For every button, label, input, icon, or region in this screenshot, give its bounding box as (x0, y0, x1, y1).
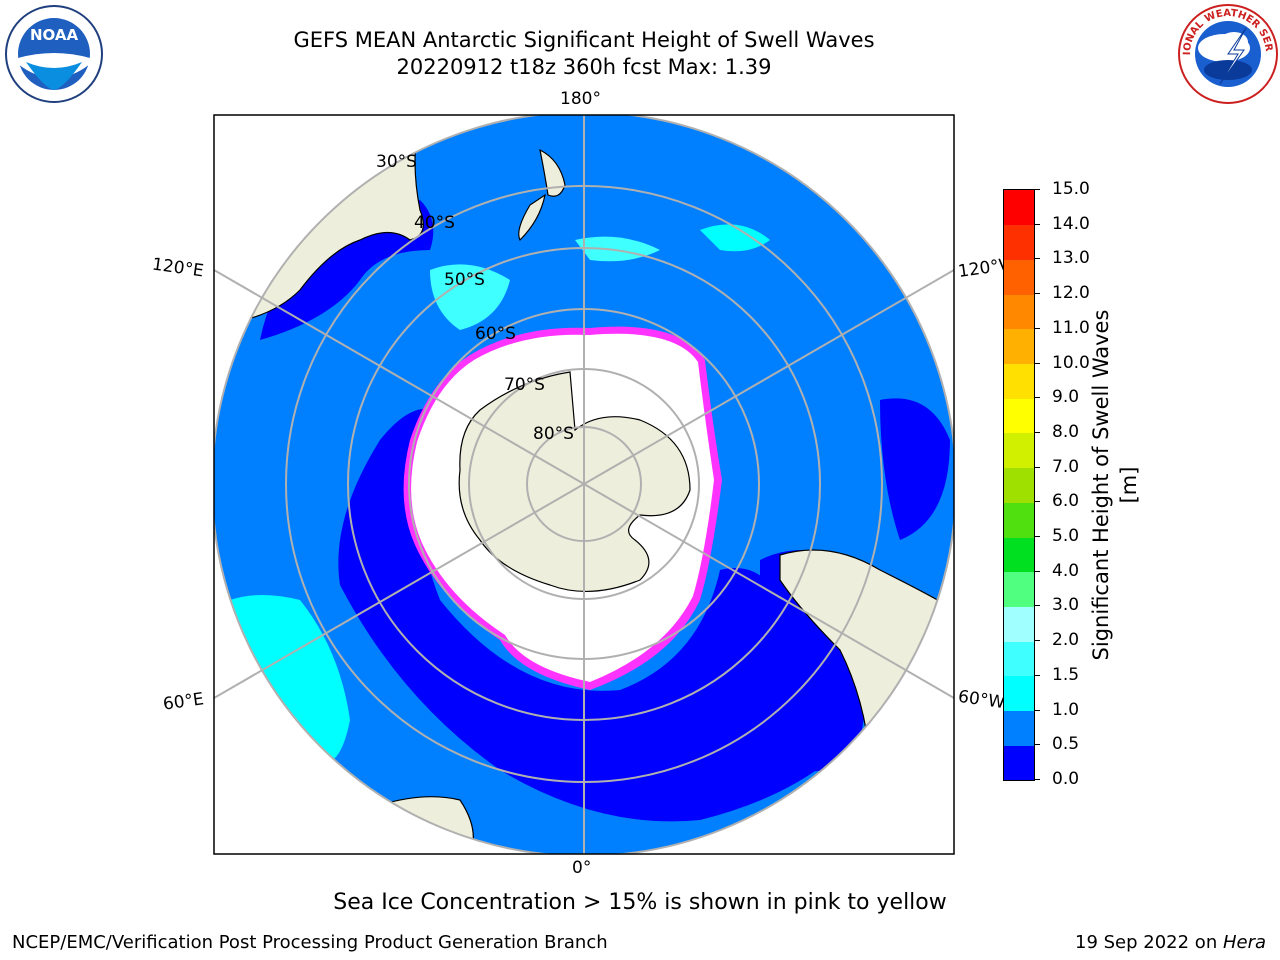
antarctica (458, 371, 691, 592)
lon-label-180: 180° (560, 89, 601, 109)
colorbar-band (1004, 432, 1034, 469)
colorbar-tick-label: 12.0 (1052, 283, 1090, 304)
colorbar-tick-mark (1034, 466, 1040, 468)
footer-credit: NCEP/EMC/Verification Post Processing Pr… (12, 932, 608, 953)
colorbar-band (1004, 745, 1034, 781)
colorbar-tick-label: 7.0 (1052, 456, 1080, 477)
national-weather-service-logo-icon: NATIONAL WEATHER SERVICE (1172, 0, 1280, 106)
colorbar-tick-label: 6.0 (1052, 491, 1080, 512)
colorbar-tick-label: 8.0 (1052, 421, 1080, 442)
lat-label-40s: 40°S (414, 213, 455, 233)
colorbar-band (1004, 363, 1034, 399)
svg-text:NOAA: NOAA (30, 26, 79, 44)
colorbar-band (1004, 606, 1034, 642)
colorbar-tick-mark (1034, 362, 1040, 364)
colorbar-tick-label: 4.0 (1052, 560, 1080, 581)
colorbar-band (1004, 537, 1034, 573)
colorbar-tick-mark (1034, 605, 1040, 607)
colorbar-tick-mark (1034, 189, 1040, 190)
footer-date: 19 Sep 2022 on Hera (1075, 932, 1266, 953)
colorbar-band (1004, 328, 1034, 365)
colorbar-tick-label: 0.5 (1052, 734, 1080, 755)
colorbar-tick-label: 1.0 (1052, 699, 1080, 720)
map-outside (214, 115, 954, 854)
moderate-swell-region (700, 224, 770, 252)
colorbar-tick-mark (1034, 744, 1040, 746)
colorbar-tick-mark (1034, 779, 1040, 780)
lat-label-30s: 30°S (376, 152, 417, 172)
colorbar-band (1004, 190, 1034, 226)
map-frame (213, 114, 955, 855)
chart-subtitle: 20220912 t18z 360h fcst Max: 1.39 (396, 55, 772, 79)
sea-ice-caption: Sea Ice Concentration > 15% is shown in … (333, 890, 947, 915)
colorbar-tick-label: 1.5 (1052, 664, 1080, 685)
colorbar-tick-mark (1034, 640, 1040, 642)
colorbar-band (1004, 294, 1034, 330)
colorbar-tick-mark (1034, 501, 1040, 503)
colorbar-band (1004, 641, 1034, 677)
lat-label-80s: 80°S (533, 424, 574, 444)
colorbar-tick-label: 3.0 (1052, 595, 1080, 616)
colorbar-band (1004, 467, 1034, 503)
lat-label-50s: 50°S (444, 270, 485, 290)
lon-label-0: 0° (572, 858, 592, 878)
colorbar-tick-mark (1034, 258, 1040, 260)
colorbar-tick-mark (1034, 397, 1040, 399)
colorbar-tick-label: 14.0 (1052, 213, 1090, 234)
colorbar-band (1004, 571, 1034, 607)
colorbar (1003, 189, 1035, 781)
colorbar-tick-mark (1034, 709, 1040, 711)
low-swell-region (880, 398, 950, 540)
lat-label-60s: 60°S (475, 324, 516, 344)
colorbar-tick-mark (1034, 674, 1040, 676)
colorbar-tick-label: 11.0 (1052, 317, 1090, 338)
colorbar-band (1004, 502, 1034, 538)
colorbar-band (1004, 710, 1034, 746)
noaa-logo-icon: NOAA (4, 4, 104, 104)
colorbar-tick-label: 15.0 (1052, 179, 1090, 199)
colorbar-band (1004, 675, 1034, 712)
colorbar-tick-label: 10.0 (1052, 352, 1090, 373)
colorbar-tick-label: 2.0 (1052, 630, 1080, 651)
colorbar-title: Significant Height of Swell Waves [m] (1089, 309, 1141, 661)
colorbar-band (1004, 224, 1034, 260)
colorbar-tick-label: 13.0 (1052, 248, 1090, 269)
graticule (214, 115, 954, 854)
chart-title: GEFS MEAN Antarctic Significant Height o… (293, 28, 875, 52)
colorbar-tick-mark (1034, 536, 1040, 538)
colorbar-band (1004, 398, 1034, 434)
colorbar-tick-mark (1034, 431, 1040, 433)
colorbar-tick-label: 9.0 (1052, 387, 1080, 408)
footer-host: Hera (1222, 932, 1266, 953)
low-swell-region (338, 408, 830, 822)
colorbar-tick-mark (1034, 223, 1040, 225)
low-swell-region (260, 200, 434, 340)
lat-label-70s: 70°S (504, 375, 545, 395)
new-zealand (518, 148, 566, 242)
colorbar-tick-mark (1034, 293, 1040, 295)
colorbar-tick-mark (1034, 570, 1040, 572)
moderate-swell-region (430, 264, 510, 330)
colorbar-tick-label: 0.0 (1052, 769, 1080, 789)
colorbar-band (1004, 259, 1034, 295)
colorbar-tick-label: 5.0 (1052, 526, 1080, 547)
colorbar-tick-mark (1034, 327, 1040, 329)
